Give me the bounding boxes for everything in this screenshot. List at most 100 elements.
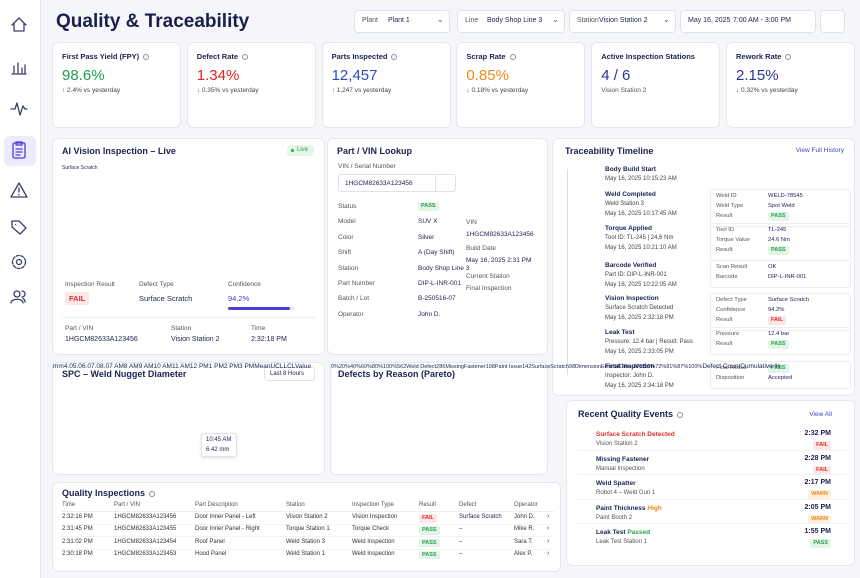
table-cell: Weld Inspection <box>352 550 395 557</box>
row-chevron[interactable]: › <box>547 513 550 520</box>
event-time: 2:28 PM <box>804 454 831 462</box>
tooltip: 10:45 AM 6.42 mm <box>201 433 237 457</box>
table-cell: 1HGCM82633A123453 <box>114 550 177 557</box>
field-value: WELD-78545 <box>768 193 803 199</box>
nav-settings[interactable] <box>11 254 27 270</box>
card: Recent Quality Events View All Surface Scr… <box>566 400 855 566</box>
event-line: May 16, 2025 10:22:05 AM <box>605 282 677 288</box>
event-details: Defect Type Surface Scratch Confidence 94.2… <box>710 293 851 331</box>
side-value: 1HGCM82633A123456 <box>466 231 534 238</box>
nav-activity[interactable] <box>10 102 28 116</box>
filter-label: Plant <box>362 17 378 24</box>
refresh-button[interactable] <box>820 10 845 33</box>
spc-chart: mm4.05.06.07.08.07 AM8 AM9 AM10 AM11 AM1… <box>53 363 311 371</box>
tooltip-time: 10:45 AM <box>206 437 232 443</box>
field-value: Surface Scratch <box>139 294 193 303</box>
nav-users[interactable] <box>10 290 26 304</box>
event-details: Scan Result OK Barcode DIP-L-INR-001 <box>710 260 851 288</box>
row-chevron[interactable]: › <box>547 525 550 533</box>
info-icon <box>391 54 398 61</box>
nav-inspections[interactable] <box>12 141 26 159</box>
info-icon <box>677 411 684 418</box>
nav-home[interactable] <box>11 17 27 32</box>
table-cell: Door Inner Panel - Left <box>195 514 256 520</box>
x-tick-label: Other <box>619 364 634 370</box>
card-title: Defects by Reason (Pareto) <box>338 369 456 379</box>
side-value: Final Inspection <box>466 285 512 292</box>
detail-label: Disposition <box>716 375 745 381</box>
x-tick-label: 12 PM <box>189 363 209 370</box>
nav-alerts[interactable] <box>10 182 28 198</box>
range-selector[interactable]: Last 8 Hours <box>264 367 315 381</box>
kpi-value: 4 / 6 <box>601 67 631 84</box>
card-title: Part / VIN Lookup <box>337 146 413 156</box>
live-dot <box>291 149 294 152</box>
card: Quality Inspections Time Part / VIN Part De… <box>52 482 561 572</box>
card-title: AI Vision Inspection – Live <box>62 146 176 156</box>
detail-label: Confidence <box>716 307 746 313</box>
card-title: Traceability Timeline <box>565 146 654 156</box>
table-cell: 2:31:02 PM <box>62 538 93 545</box>
x-tick-label: 1 PM <box>208 363 224 370</box>
y-tick-label: 6.0 <box>81 363 91 370</box>
event-title: Torque Applied <box>605 225 652 232</box>
row-chevron[interactable]: › <box>547 549 550 557</box>
table-cell: Weld Station 3 <box>286 538 325 545</box>
column-header: Part Description <box>195 502 238 508</box>
chevron: ⌄ <box>437 15 444 24</box>
field-label: Batch / Lot <box>338 295 370 303</box>
filter-dropdown[interactable]: Station Vision Station 2 ⌄ <box>569 10 676 33</box>
progress-bar <box>228 307 291 310</box>
kpi-value: 0.85% <box>466 67 509 84</box>
gear-center <box>15 258 23 266</box>
bar-value-label: 198 <box>485 364 495 370</box>
info-icon <box>143 54 150 61</box>
legend-label: LCL <box>283 363 295 370</box>
vin-input[interactable]: 1HGCM82633A123456 <box>338 174 456 192</box>
x-tick-label: DimensionError <box>575 364 613 370</box>
view-link[interactable]: View All <box>809 411 832 418</box>
cumulative-label: 81% <box>666 364 678 370</box>
y-tick-label: 7.0 <box>90 363 101 370</box>
event-line: May 16, 2025 10:15:23 AM <box>605 176 677 182</box>
separator <box>577 498 847 500</box>
kpi-value: 2.15% <box>736 67 779 84</box>
detail-label: Final Result <box>716 365 747 371</box>
field-label: Shift <box>338 249 352 257</box>
column-header: Inspection Type <box>352 502 394 508</box>
view-link[interactable]: View Full History <box>795 147 844 154</box>
label-line: Surface <box>531 364 551 370</box>
label-line: Dimension <box>575 364 602 370</box>
field-label: Color <box>338 233 354 241</box>
nav-analytics[interactable] <box>11 62 27 75</box>
label-line: Missing <box>445 364 464 370</box>
x-tick-label: MissingFastener <box>445 364 485 370</box>
field-value: 2:32:18 PM <box>251 336 287 343</box>
info-icon <box>509 54 516 61</box>
filter-label: Line <box>465 17 479 24</box>
event-line: May 16, 2025 10:17:45 AM <box>605 211 677 217</box>
clipboard-lines <box>15 141 23 156</box>
table-cell: John D. <box>514 514 535 520</box>
filter-dropdown[interactable]: Plant Plant 1 ⌄ <box>354 10 450 33</box>
field-value: OK <box>768 264 777 270</box>
nav-tags[interactable] <box>11 220 27 235</box>
nav-icons <box>10 17 28 304</box>
kpi-subtitle: Vision Station 2 <box>601 87 647 94</box>
event-details: Weld ID WELD-78545 Weld Type Spot Weld Resul… <box>710 189 851 227</box>
detail-label: Pressure <box>716 331 740 337</box>
filter-dropdown[interactable]: Line Body Shop Line 3 ⌄ <box>457 10 565 33</box>
date-range-picker[interactable]: May 16, 2025 7:00 AM - 3:00 PM <box>680 10 816 33</box>
search-button[interactable] <box>435 175 456 191</box>
column-header: Result <box>419 502 437 508</box>
field-value: 94.2% <box>768 307 785 313</box>
x-tick-label: 3 PM <box>239 363 255 370</box>
event-time: 2:05 PM <box>804 503 831 511</box>
field-value: 12.4 bar <box>768 331 790 337</box>
kpi-delta: ↑ 1,247 vs yesterday <box>331 87 392 94</box>
kpi-title: Active Inspection Stations <box>601 52 695 61</box>
x-tick-label: 9 AM <box>138 363 154 370</box>
kpi-title: First Pass Yield (FPY) <box>62 52 150 61</box>
row-chevron[interactable]: › <box>547 537 550 545</box>
info-icon <box>149 490 156 497</box>
